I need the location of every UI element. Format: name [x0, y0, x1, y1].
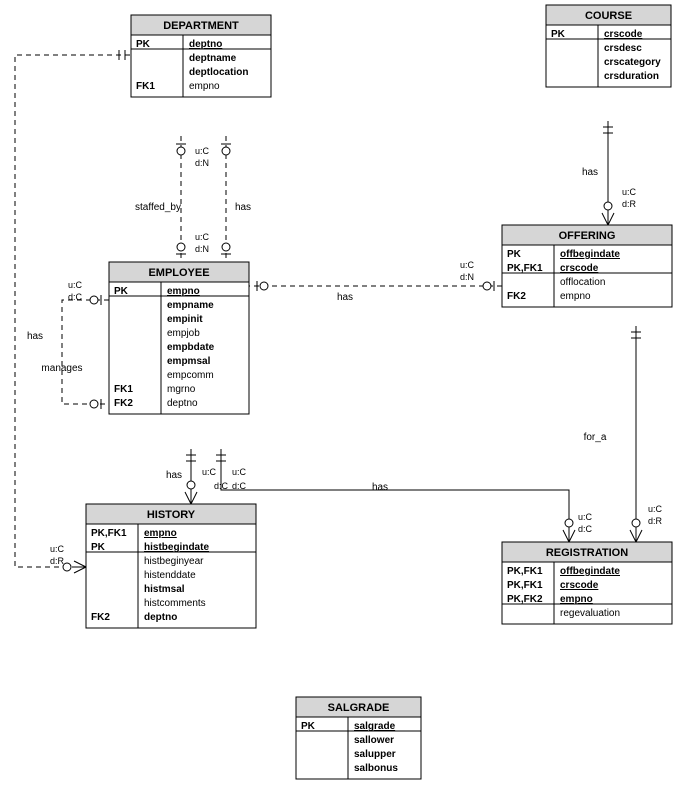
attr-empno: empno: [167, 286, 200, 297]
attr-sallower: sallower: [354, 735, 394, 746]
svg-text:u:C: u:C: [195, 146, 210, 156]
pk-label: PK: [301, 721, 316, 732]
attr-empinit: empinit: [167, 314, 203, 325]
attr-offbegindate: offbegindate: [560, 249, 620, 260]
entity-employee: EMPLOYEE PK empno empname empinit empjob empbd…: [109, 262, 249, 414]
attr-crscategory: crscategory: [604, 57, 661, 68]
attr-deptname: deptname: [189, 53, 237, 64]
entity-course: COURSE PK crscode crsdesc crscategory crsdura…: [546, 5, 671, 87]
attr-histcomments: histcomments: [144, 598, 206, 609]
pk-label: FK2: [507, 291, 526, 302]
attr-salgrade: salgrade: [354, 721, 396, 732]
attr-mgrno: mgrno: [167, 384, 196, 395]
svg-text:d:C: d:C: [68, 292, 83, 302]
attr-empbdate: empbdate: [167, 342, 215, 353]
attr-empcomm: empcomm: [167, 370, 214, 381]
attr-deptno: deptno: [189, 39, 222, 50]
attr-deptlocation: deptlocation: [189, 67, 248, 78]
entity-registration: REGISTRATIONPK,FK1offbegindatePK,FK1crsc…: [502, 542, 672, 624]
pk-label: PK: [91, 542, 106, 553]
attr-offbegindate: offbegindate: [560, 566, 620, 577]
svg-text:has: has: [27, 331, 43, 342]
attr-offlocation: offlocation: [560, 277, 605, 288]
attr-crsdesc: crsdesc: [604, 43, 642, 54]
svg-text:d:C: d:C: [232, 481, 247, 491]
entity-title: COURSE: [585, 10, 632, 22]
pk-label: FK1: [114, 384, 133, 395]
svg-text:u:C: u:C: [68, 280, 83, 290]
pk-label: PK,FK1: [507, 263, 543, 274]
attr-regevaluation: regevaluation: [560, 608, 620, 619]
svg-text:d:R: d:R: [622, 199, 637, 209]
attr-salbonus: salbonus: [354, 763, 398, 774]
svg-text:has: has: [166, 470, 182, 481]
attr-empno: empno: [560, 594, 593, 605]
pk-label: FK2: [114, 398, 133, 409]
svg-text:u:C: u:C: [50, 544, 65, 554]
attr-salupper: salupper: [354, 749, 396, 760]
entity-title: DEPARTMENT: [163, 20, 239, 32]
svg-text:d:R: d:R: [50, 556, 65, 566]
svg-text:d:N: d:N: [195, 158, 209, 168]
svg-text:u:C: u:C: [578, 512, 593, 522]
pk-label: PK: [507, 249, 522, 260]
svg-text:u:C: u:C: [232, 467, 247, 477]
entity-title: HISTORY: [147, 509, 196, 521]
attr-crscode: crscode: [560, 580, 599, 591]
svg-text:u:C: u:C: [648, 504, 663, 514]
attr-empno: empno: [560, 291, 591, 302]
attr-empno: empno: [189, 81, 220, 92]
attr-empjob: empjob: [167, 328, 200, 339]
svg-text:has: has: [582, 167, 598, 178]
attr-empname: empname: [167, 300, 214, 311]
svg-text:has: has: [372, 482, 388, 493]
svg-text:d:C: d:C: [578, 524, 593, 534]
svg-text:staffed_by: staffed_by: [135, 202, 181, 213]
pk-label: PK: [114, 286, 129, 297]
attr-histbegindate: histbegindate: [144, 542, 209, 553]
svg-text:u:C: u:C: [460, 260, 475, 270]
svg-text:for_a: for_a: [584, 432, 607, 443]
pk-label: PK: [551, 29, 566, 40]
pk-label: PK: [136, 39, 151, 50]
entity-department: DEPARTMENT PK deptno deptname deptlocation FK…: [131, 15, 271, 97]
svg-text:u:C: u:C: [622, 187, 637, 197]
svg-text:d:N: d:N: [195, 244, 209, 254]
pk-label: PK,FK1: [507, 580, 543, 591]
attr-empmsal: empmsal: [167, 356, 211, 367]
entity-title: EMPLOYEE: [148, 267, 209, 279]
attr-empno: empno: [144, 528, 177, 539]
attr-crsduration: crsduration: [604, 71, 659, 82]
svg-text:d:R: d:R: [648, 516, 663, 526]
attr-crscode: crscode: [604, 29, 643, 40]
svg-text:u:C: u:C: [195, 232, 210, 242]
entity-title: SALGRADE: [328, 702, 390, 714]
svg-text:d:N: d:N: [460, 272, 474, 282]
pk-label: PK,FK1: [507, 566, 543, 577]
entity-history: HISTORY PK,FK1 empno PK histbegindate histbeg…: [86, 504, 256, 628]
svg-text:u:C: u:C: [202, 467, 217, 477]
entity-title: OFFERING: [559, 230, 616, 242]
pk-label: FK2: [91, 612, 110, 623]
attr-crscode: crscode: [560, 263, 599, 274]
entity-title: REGISTRATION: [546, 547, 628, 559]
attr-deptno: deptno: [144, 612, 177, 623]
pk-label: PK,FK2: [507, 594, 543, 605]
attr-deptno: deptno: [167, 398, 198, 409]
svg-text:has: has: [337, 292, 353, 303]
entity-salgrade: SALGRADE PK salgrade sallower salupper salbon…: [296, 697, 421, 779]
svg-text:has: has: [235, 202, 251, 213]
attr-histbeginyear: histbeginyear: [144, 556, 204, 567]
pk-label: FK1: [136, 81, 155, 92]
attr-histmsal: histmsal: [144, 584, 185, 595]
svg-text:manages: manages: [41, 363, 82, 374]
pk-label: PK,FK1: [91, 528, 127, 539]
attr-histenddate: histenddate: [144, 570, 196, 581]
entity-offering: OFFERING PK offbegindate PK,FK1 crscode offlo…: [502, 225, 672, 307]
